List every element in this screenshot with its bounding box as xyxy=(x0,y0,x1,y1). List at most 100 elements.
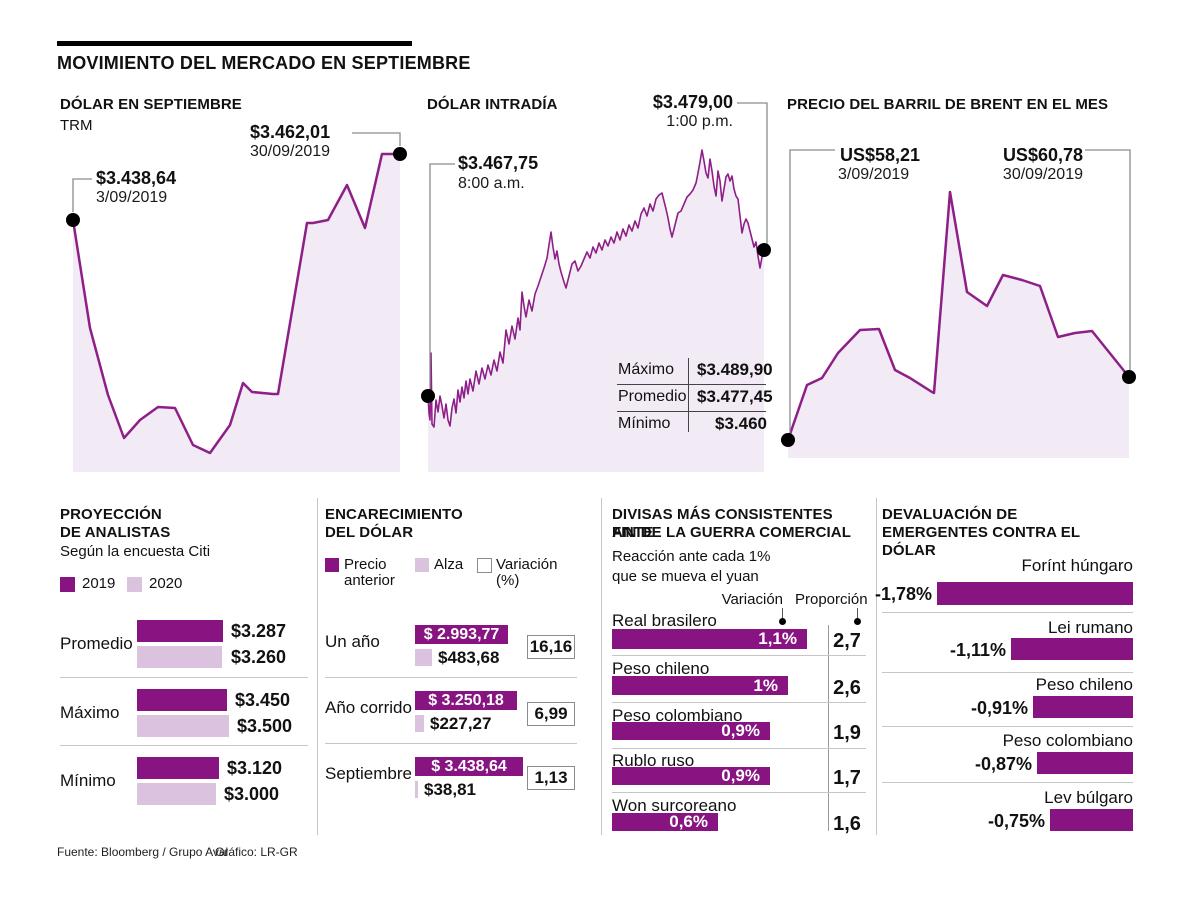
bar-variacion: 1,1% xyxy=(612,629,807,649)
bar-2020 xyxy=(137,715,229,737)
panel-divisas: DIVISAS MÁS CONSISTENTES ANTE FIN DE LA … xyxy=(612,498,868,838)
brent-end-value: US$60,78 xyxy=(1002,145,1083,165)
row-separator xyxy=(612,748,866,749)
intradia-stats-table: Máximo $3.489,90 Promedio $3.477,45 Míni… xyxy=(617,356,773,434)
bar-2020 xyxy=(137,783,216,805)
variacion-leader-line xyxy=(782,608,783,619)
devaluacion-value: -0,91% xyxy=(970,698,1028,718)
proporcion-leader-dot xyxy=(854,618,861,625)
stat-label: Mínimo xyxy=(618,415,671,432)
legend-label-2019: 2019 xyxy=(82,575,116,592)
row-label: Peso colombiano xyxy=(612,706,743,725)
intradia-start-point-marker xyxy=(421,389,435,403)
table-hline xyxy=(617,384,766,385)
variacion-box: 6,99 xyxy=(527,702,575,726)
brent-end-date: 30/09/2019 xyxy=(1002,166,1083,183)
brent-end-point-marker xyxy=(1122,370,1136,384)
bar-alza xyxy=(415,715,424,732)
chart-brent-title: PRECIO DEL BARRIL DE BRENT EN EL MES xyxy=(787,96,1109,113)
proporcion-value: 1,6 xyxy=(833,813,861,835)
bar-value-2020: $3.260 xyxy=(231,647,287,667)
alza-value: $483,68 xyxy=(438,648,500,667)
brent-line xyxy=(786,190,1130,441)
intradia-start-callout-line xyxy=(429,163,455,389)
bar-value-2019: $3.120 xyxy=(227,758,283,778)
row-label: Un año xyxy=(325,632,380,651)
bar-2019 xyxy=(137,757,219,779)
panel-subtitle-line1: Reacción ante cada 1% xyxy=(612,548,771,565)
row-separator xyxy=(60,745,308,746)
proporcion-value: 1,9 xyxy=(833,722,861,744)
table-hline xyxy=(617,411,766,412)
brent-start-date: 3/09/2019 xyxy=(838,166,910,183)
page-title: MOVIMIENTO DEL MERCADO EN SEPTIEMBRE xyxy=(57,53,471,73)
intradia-line xyxy=(427,149,765,428)
bar-variacion: 0,6% xyxy=(612,813,718,831)
devaluacion-value: -0,87% xyxy=(974,754,1032,774)
stat-value: $3.489,90 xyxy=(697,360,773,379)
devaluacion-value: -0,75% xyxy=(987,811,1045,831)
row-separator xyxy=(882,612,1133,613)
trm-start-value: $3.438,64 xyxy=(96,168,177,188)
legend-swatch-2020 xyxy=(127,577,142,592)
intradia-start-value: $3.467,75 xyxy=(458,153,539,173)
bar-precio-anterior: $ 3.438,64 xyxy=(415,757,523,776)
stat-value: $3.460 xyxy=(715,414,767,433)
proporcion-leader-line xyxy=(857,608,858,619)
row-separator xyxy=(60,677,308,678)
proporcion-value: 2,6 xyxy=(833,677,861,699)
brent-end-callout-line xyxy=(1085,149,1131,371)
panel-subtitle: Según la encuesta Citi xyxy=(60,543,211,560)
panel-proyeccion: PROYECCIÓN DE ANALISTAS Según la encuest… xyxy=(57,498,311,838)
variacion-box: 16,16 xyxy=(527,635,575,659)
row-separator xyxy=(882,672,1133,673)
panel-divider xyxy=(876,498,877,835)
trm-end-value: $3.462,01 xyxy=(250,122,331,142)
panel-encarecimiento: ENCARECIMIENTO DEL DÓLAR Precio anterior… xyxy=(320,498,582,838)
row-label: Rublo ruso xyxy=(612,751,695,770)
line-charts-layer xyxy=(66,102,1136,472)
row-separator xyxy=(325,743,577,744)
stat-label: Máximo xyxy=(618,361,675,378)
panel-title-line2: DEL DÓLAR xyxy=(325,524,414,541)
trm-start-callout-line xyxy=(72,178,92,212)
panel-devaluacion: DEVALUACIÓN DE EMERGENTES CONTRA EL DÓLA… xyxy=(875,498,1133,838)
row-label: Septiembre xyxy=(325,764,412,783)
proporcion-value: 1,7 xyxy=(833,767,861,789)
legend-label-precio: Precio anterior xyxy=(344,556,395,589)
devaluacion-bar xyxy=(1037,752,1133,774)
bar-value-2020: $3.000 xyxy=(224,784,280,804)
brent-start-point-marker xyxy=(781,433,795,447)
col-header-proporcion: Proporción xyxy=(795,591,868,608)
bar-2019 xyxy=(137,689,227,711)
brent-start-callout-line xyxy=(789,149,835,433)
chart-trm-title: DÓLAR EN SEPTIEMBRE xyxy=(60,96,242,113)
row-label: Peso chileno xyxy=(1035,675,1133,694)
legend-swatch-precio xyxy=(325,558,339,572)
col-header-variacion: Variación xyxy=(721,591,783,608)
chart-intradia-title: DÓLAR INTRADÍA xyxy=(427,96,558,113)
row-separator xyxy=(882,726,1133,727)
legend-swatch-variacion xyxy=(477,558,492,573)
row-label: Máximo xyxy=(60,703,120,722)
trm-start-date: 3/09/2019 xyxy=(96,189,168,206)
devaluacion-bar xyxy=(1033,696,1133,718)
row-separator xyxy=(612,702,866,703)
legend-label-2020: 2020 xyxy=(149,575,183,592)
brent-start-value: US$58,21 xyxy=(840,145,921,165)
row-separator xyxy=(325,677,577,678)
bar-value-2019: $3.450 xyxy=(235,690,291,710)
panel-title-line1: ENCARECIMIENTO xyxy=(325,506,463,523)
bar-value-2019: $3.287 xyxy=(231,621,287,641)
trm-area-fill xyxy=(73,154,400,472)
panel-title-line2: FIN DE LA GUERRA COMERCIAL xyxy=(612,524,851,541)
bar-alza xyxy=(415,781,418,798)
table-vline xyxy=(688,358,689,432)
devaluacion-bar xyxy=(1011,638,1133,660)
row-label: Promedio xyxy=(60,634,133,653)
row-label: Real brasilero xyxy=(612,611,717,630)
column-divider xyxy=(828,625,829,831)
row-label: Won surcoreano xyxy=(612,796,737,815)
intradia-end-callout-line xyxy=(737,102,768,247)
